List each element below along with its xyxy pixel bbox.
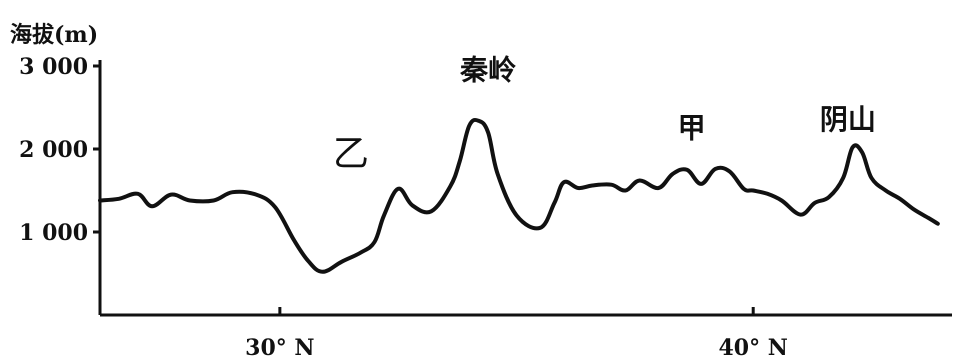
annotation-jia: 甲 bbox=[678, 111, 706, 144]
y-axis-ticks: 1 000 2 000 3 000 bbox=[19, 54, 100, 246]
y-tick-label: 2 000 bbox=[19, 137, 88, 163]
annotation-yi: 乙 bbox=[333, 134, 369, 175]
y-axis-label: 海拔(m) bbox=[10, 22, 98, 48]
y-tick-label: 1 000 bbox=[19, 220, 88, 246]
x-tick-label: 40° N bbox=[719, 335, 788, 361]
place-annotations: 乙 秦岭甲 阴山 bbox=[333, 53, 876, 174]
annotation-qinling: 秦岭 bbox=[459, 53, 516, 86]
annotation-yinshan: 阴山 bbox=[820, 103, 876, 136]
x-tick-label: 30° N bbox=[245, 335, 314, 361]
x-axis-ticks: 30° N 40° N bbox=[245, 307, 788, 361]
elevation-profile-line bbox=[98, 117, 940, 274]
y-tick-label: 3 000 bbox=[19, 54, 88, 80]
